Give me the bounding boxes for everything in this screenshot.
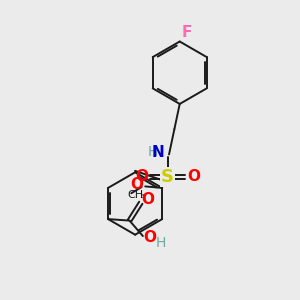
Text: O: O: [143, 230, 157, 245]
Text: O: O: [187, 169, 200, 184]
Text: ₃: ₃: [141, 190, 145, 200]
Text: S: S: [161, 168, 174, 186]
Text: N: N: [152, 145, 164, 160]
Text: H: H: [147, 145, 158, 159]
Text: H: H: [155, 236, 166, 250]
Text: CH: CH: [128, 190, 143, 200]
Text: O: O: [130, 177, 143, 192]
Text: O: O: [141, 192, 154, 207]
Text: F: F: [182, 25, 192, 40]
Text: O: O: [135, 169, 148, 184]
